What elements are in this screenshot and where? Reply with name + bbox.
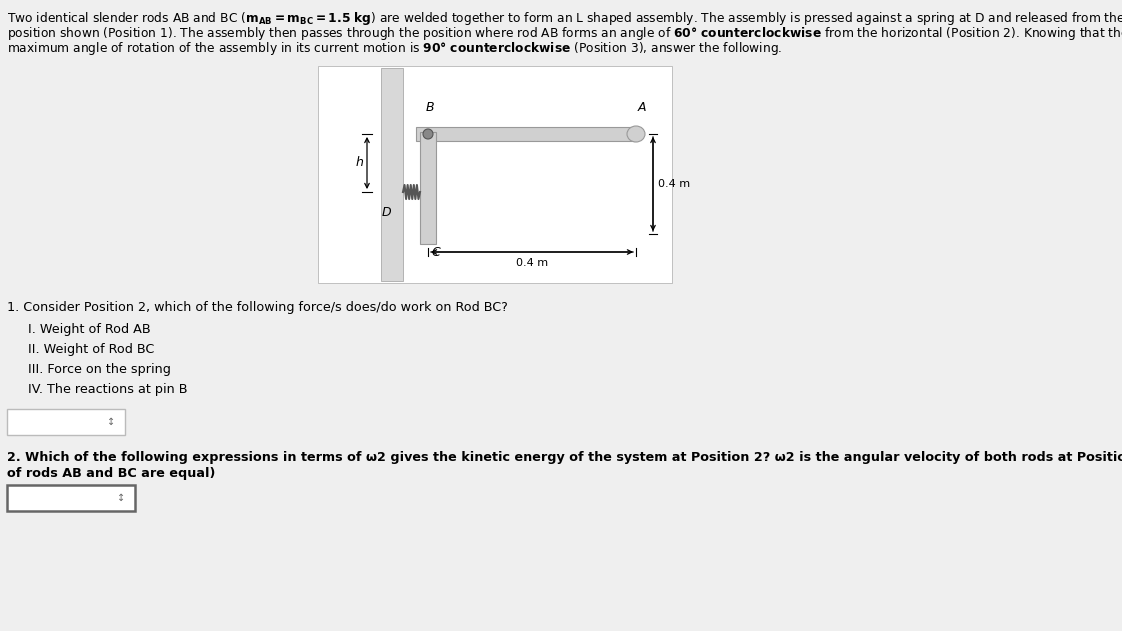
Bar	[7, 409, 125, 435]
Text: D: D	[381, 206, 392, 219]
Bar	[381, 68, 403, 281]
Text: B: B	[425, 101, 434, 114]
Text: 0.4 m: 0.4 m	[657, 179, 690, 189]
Bar	[7, 485, 135, 511]
Text: Two identical slender rods AB and BC ($\mathbf{m_{AB} = m_{BC} = 1.5\ kg}$) are : Two identical slender rods AB and BC ($\…	[7, 10, 1122, 27]
Text: I. Weight of Rod AB: I. Weight of Rod AB	[28, 323, 150, 336]
Bar	[318, 66, 672, 283]
Text: IV. The reactions at pin B: IV. The reactions at pin B	[28, 383, 187, 396]
Circle shape	[423, 129, 433, 139]
Text: 2. Which of the following expressions in terms of ω2 gives the kinetic energy of: 2. Which of the following expressions in…	[7, 451, 1122, 464]
Text: III. Force on the spring: III. Force on the spring	[28, 363, 171, 376]
Bar	[420, 132, 436, 244]
Text: maximum angle of rotation of the assembly in its current motion is $\mathbf{90°\: maximum angle of rotation of the assembl…	[7, 40, 782, 57]
Text: position shown (Position 1). The assembly then passes through the position where: position shown (Position 1). The assembl…	[7, 25, 1122, 42]
Text: 0.4 m: 0.4 m	[516, 258, 548, 268]
Bar	[416, 127, 636, 141]
Text: C: C	[431, 246, 440, 259]
Text: h: h	[356, 156, 364, 170]
Text: of rods AB and BC are equal): of rods AB and BC are equal)	[7, 467, 215, 480]
Text: II. Weight of Rod BC: II. Weight of Rod BC	[28, 343, 155, 356]
Text: A: A	[638, 101, 646, 114]
Text: 1. Consider Position 2, which of the following force/s does/do work on Rod BC?: 1. Consider Position 2, which of the fol…	[7, 301, 508, 314]
Text: ↕: ↕	[107, 417, 116, 427]
Text: ↕: ↕	[117, 493, 125, 503]
Ellipse shape	[627, 126, 645, 142]
